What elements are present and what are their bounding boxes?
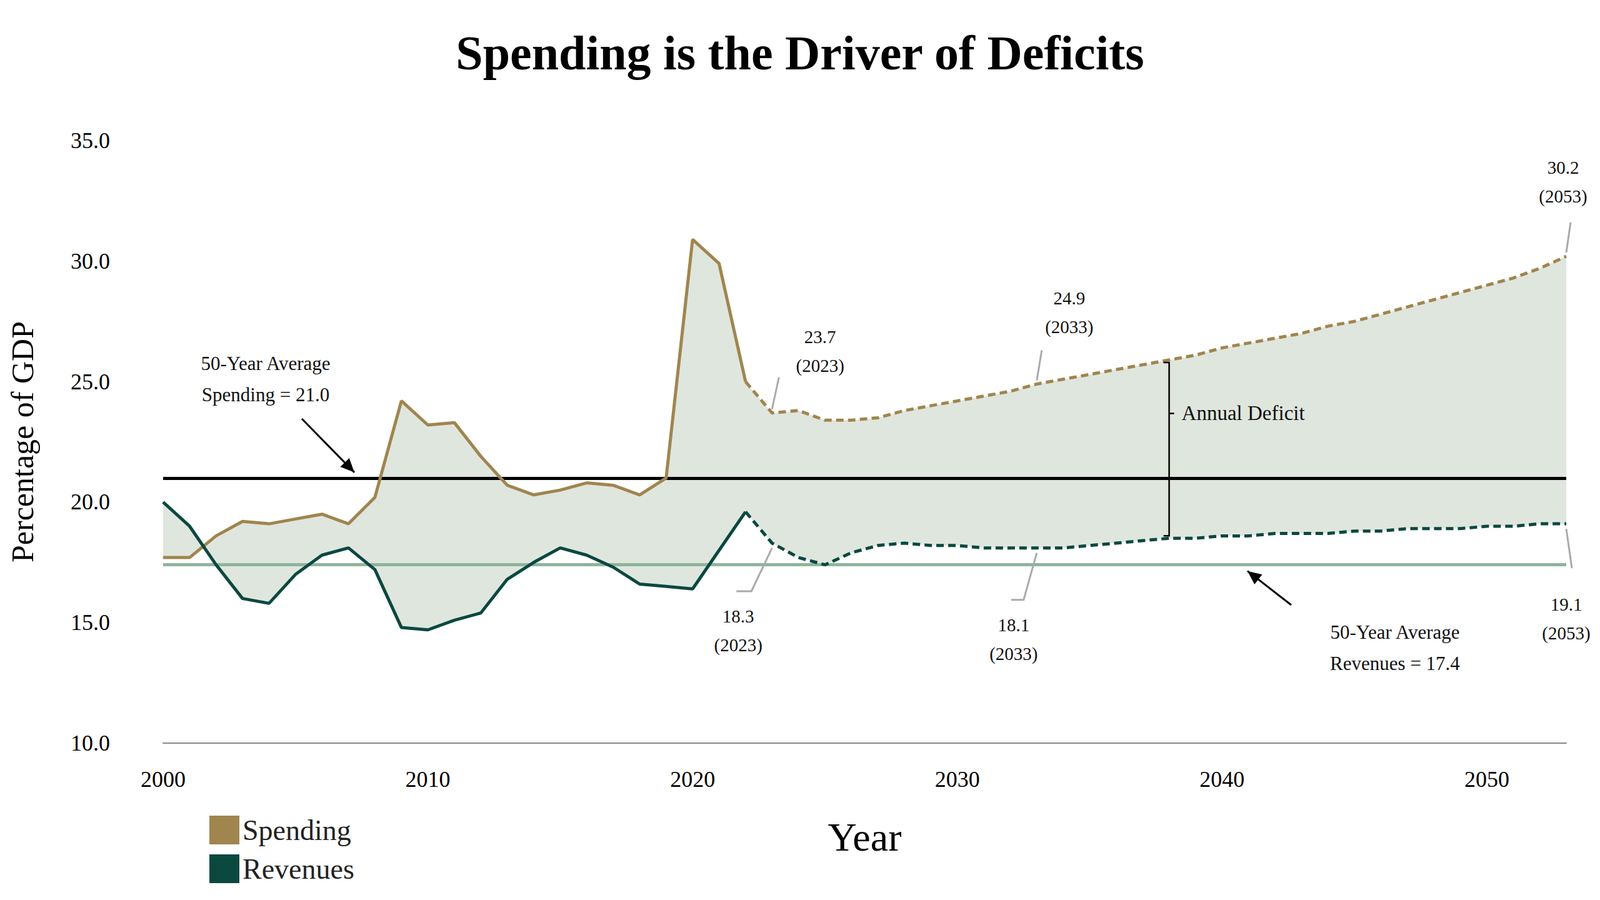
svg-text:2030: 2030 [935, 766, 980, 792]
svg-text:10.0: 10.0 [70, 730, 110, 756]
svg-text:2040: 2040 [1199, 766, 1245, 792]
svg-text:Spending: Spending [242, 814, 352, 847]
svg-text:(2033): (2033) [1045, 316, 1094, 338]
svg-text:15.0: 15.0 [70, 610, 110, 635]
svg-text:Revenues: Revenues [242, 853, 355, 885]
svg-text:2010: 2010 [405, 766, 451, 792]
svg-text:(2023): (2023) [714, 635, 763, 656]
svg-text:Percentage of GDP: Percentage of GDP [5, 321, 40, 563]
svg-text:2000: 2000 [140, 766, 186, 792]
svg-text:30.2: 30.2 [1547, 157, 1580, 178]
svg-text:18.1: 18.1 [997, 615, 1030, 635]
svg-text:(2053): (2053) [1541, 623, 1590, 644]
svg-text:(2033): (2033) [989, 643, 1038, 665]
svg-text:Spending is the Driver of Defi: Spending is the Driver of Deficits [455, 25, 1144, 80]
svg-text:35.0: 35.0 [70, 128, 110, 154]
svg-text:50-Year Average: 50-Year Average [200, 352, 330, 375]
svg-text:(2053): (2053) [1538, 186, 1587, 207]
svg-text:(2023): (2023) [796, 355, 845, 377]
svg-text:20.0: 20.0 [70, 489, 110, 515]
svg-text:50-Year Average: 50-Year Average [1330, 621, 1460, 644]
svg-text:24.9: 24.9 [1053, 288, 1085, 309]
svg-text:Year: Year [828, 815, 902, 860]
svg-text:25.0: 25.0 [70, 369, 110, 395]
svg-text:18.3: 18.3 [722, 606, 755, 627]
svg-text:2020: 2020 [670, 766, 715, 792]
svg-text:Spending = 21.0: Spending = 21.0 [201, 383, 330, 406]
svg-text:Revenues = 17.4: Revenues = 17.4 [1330, 652, 1460, 675]
svg-text:19.1: 19.1 [1550, 594, 1583, 615]
svg-text:2050: 2050 [1464, 766, 1510, 792]
svg-text:30.0: 30.0 [70, 248, 110, 274]
svg-text:23.7: 23.7 [804, 326, 837, 347]
svg-text:Annual Deficit: Annual Deficit [1181, 401, 1305, 425]
